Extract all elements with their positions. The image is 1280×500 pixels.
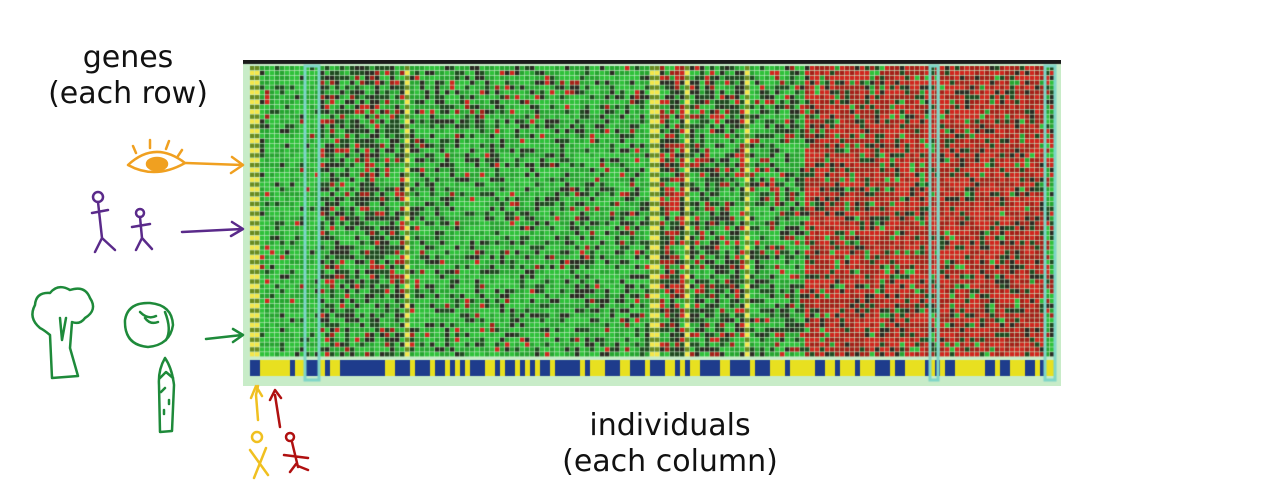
columns-label-line2: (each column) — [562, 444, 778, 479]
person-icon — [268, 388, 310, 474]
rows-label-line2: (each row) — [48, 76, 208, 111]
asparagus-icon — [157, 356, 176, 434]
rows-label: genes (each row) — [18, 40, 238, 112]
cabbage-icon — [123, 301, 245, 349]
columns-label-line1: individuals — [589, 408, 751, 443]
people-icon — [90, 190, 245, 254]
broccoli-icon — [31, 285, 95, 380]
columns-label: individuals (each column) — [520, 408, 820, 480]
rows-label-line1: genes — [82, 40, 174, 75]
person-icon — [248, 384, 270, 480]
heatmap-image — [243, 60, 1061, 386]
eye-icon — [126, 138, 245, 175]
